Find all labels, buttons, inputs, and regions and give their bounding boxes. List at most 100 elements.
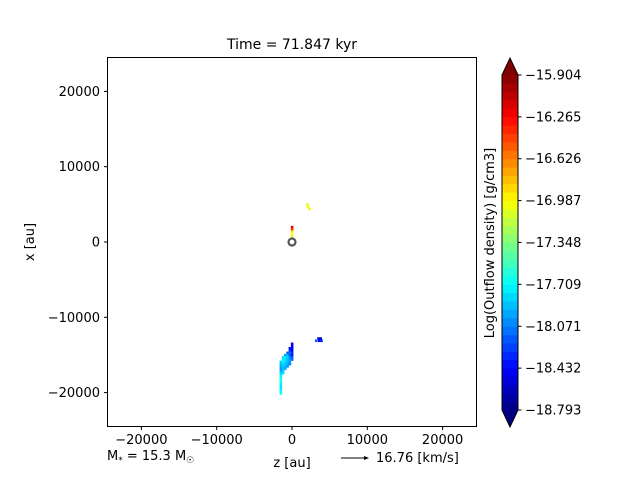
density-cell [308,207,311,211]
star-marker [287,237,297,247]
colorbar-band [502,116,518,126]
chart-title: Time = 71.847 kyr [226,37,357,53]
colorbar-band [502,326,518,336]
colorbar-band [502,158,518,168]
density-cell [290,342,294,346]
density-cells [279,203,323,395]
x-tick-label: 20000 [422,433,463,448]
colorbar-band [502,125,518,135]
density-cell [279,387,283,391]
density-cell [317,339,321,343]
density-cell [288,351,292,355]
density-cell [279,378,283,382]
mass-value: = 15.3 M [123,449,186,464]
density-cell [279,365,283,368]
colorbar-band [502,183,518,193]
density-cell [281,369,285,373]
density-cell [288,360,292,364]
density-cell [279,362,283,366]
colorbar-band [502,225,518,235]
x-tick-label: 0 [288,433,296,448]
x-axis-label: z [au] [273,456,310,471]
density-cell [290,358,294,361]
colorbar-tick-label: −18.432 [525,362,581,377]
density-cell [290,228,294,231]
density-cell [290,235,294,239]
colorbar-band [502,334,518,344]
density-cell [286,351,289,355]
density-cell [288,362,292,366]
colorbar-band [502,192,518,202]
density-cell [279,383,283,386]
x-axis-ticks: −20000 −10000 0 10000 20000 [115,426,463,448]
density-cell [290,351,294,355]
density-cell [305,203,309,206]
colorbar-band [502,175,518,185]
density-cell [286,362,289,366]
density-cell [290,353,294,357]
density-cell [290,349,294,352]
density-cell [290,356,294,359]
density-cell [281,371,285,375]
colorbar-band [502,384,518,394]
density-cell [288,347,292,350]
velocity-key: 16.76 [km/s] [341,451,459,466]
colorbar-band [502,209,518,218]
density-cell [284,367,287,370]
colorbar-label: Log(Outflow density) [g/cm3] [483,148,498,339]
density-cell [281,362,285,366]
colorbar-tick-label: −18.071 [525,320,581,335]
mass-annotation: M* = 15.3 M☉ [107,449,194,466]
density-cell [286,365,289,368]
colorbar-tick-label: −17.348 [525,236,581,251]
colorbar-band [502,133,518,143]
x-tick-label: −20000 [115,433,167,448]
density-cell [279,380,283,384]
colorbar-band [502,100,518,109]
colorbar-band [502,200,518,210]
velocity-arrowhead [364,456,369,460]
colorbar-tick-label: −15.904 [525,69,581,84]
y-tick-label: 10000 [59,160,100,175]
density-cell [288,358,292,361]
colorbar-tick-label: −17.709 [525,278,581,293]
colorbar-band [502,401,518,411]
colorbar-band [502,292,518,302]
colorbar-band [502,301,518,310]
density-cell [288,353,292,357]
colorbar-band [502,142,518,151]
density-cell [284,360,287,364]
y-tick-label: 0 [92,236,100,251]
colorbar-band [502,317,518,327]
density-cell [279,376,283,379]
density-cell [284,353,287,357]
colorbar-band [502,393,518,403]
density-cell [281,365,285,368]
density-cell [290,230,294,233]
plot-frame [107,57,477,427]
density-cell [281,360,285,364]
colorbar-band [502,83,518,93]
star-position-marker [287,237,297,247]
colorbar-band [502,91,518,101]
y-axis-label: x [au] [23,223,38,261]
colorbar-band [502,150,518,160]
colorbar-tick-label: −16.265 [525,110,581,125]
colorbar-band [502,75,518,84]
colorbar-band [502,234,518,243]
colorbar-band [502,167,518,176]
density-cell [279,392,283,395]
colorbar-band [502,359,518,369]
density-cell [279,374,283,377]
colorbar-band [502,309,518,319]
y-tick-label: −20000 [48,386,100,401]
colorbar-tick-label: −16.987 [525,194,581,209]
density-cell [286,360,289,364]
density-cell [279,360,283,364]
colorbar-band [502,250,518,260]
colorbar-band [502,284,518,294]
mass-prefix: M [107,449,118,464]
colorbar-band [502,259,518,269]
x-tick-label: −10000 [191,433,243,448]
density-cell [290,344,294,348]
